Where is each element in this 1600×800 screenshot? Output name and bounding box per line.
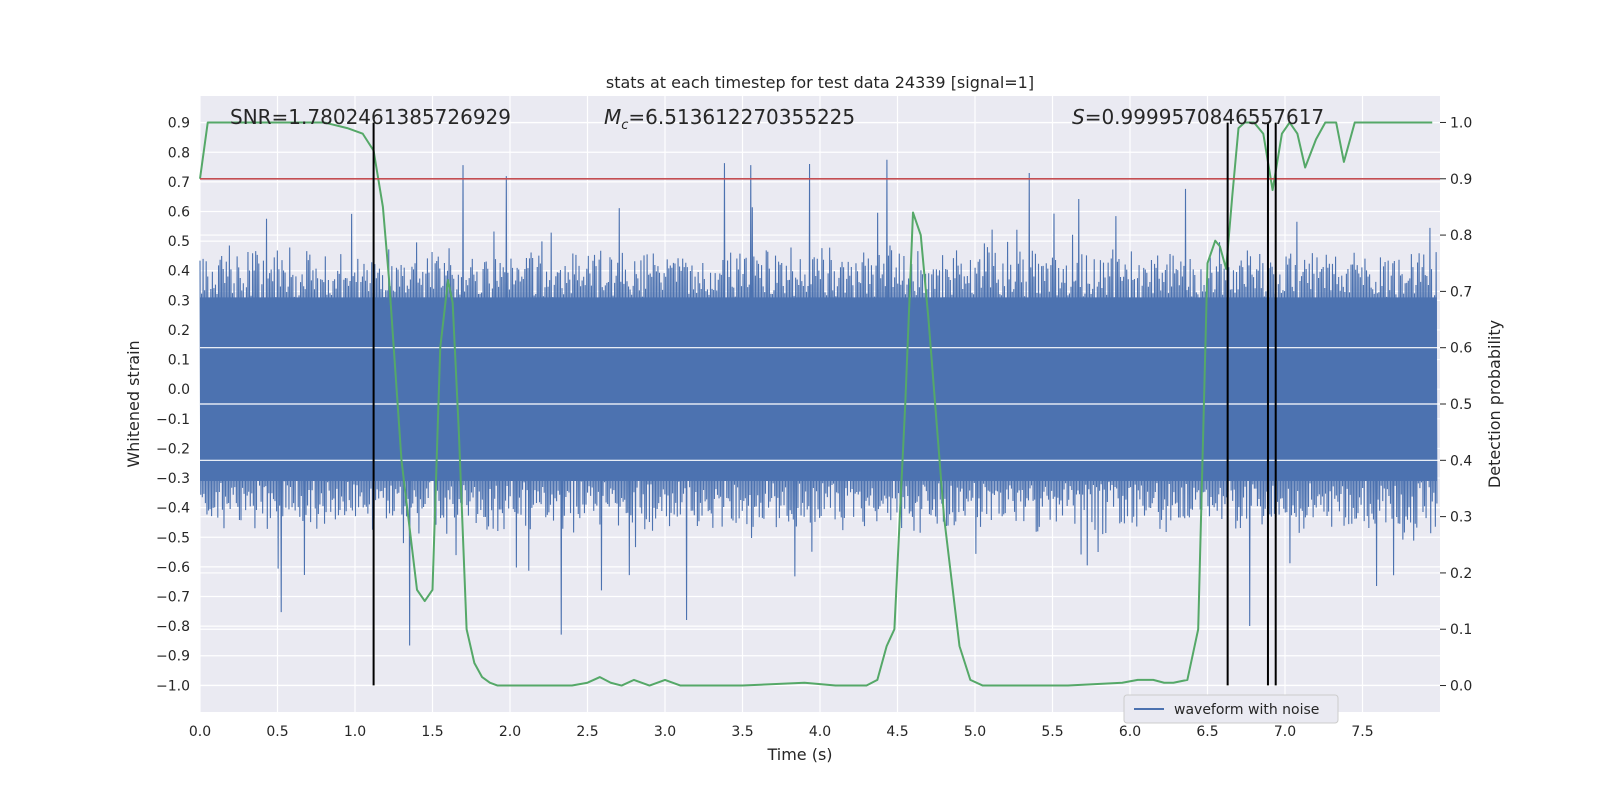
y-tick-label-right: 0.1 (1450, 622, 1472, 638)
x-tick-label: 5.5 (1041, 724, 1063, 740)
mc-symbol: M (604, 105, 621, 129)
x-tick-label: 4.5 (886, 724, 908, 740)
y-tick-label-left: 0.3 (168, 293, 190, 309)
mc-subscript: c (621, 118, 628, 133)
y-tick-label-left: −0.7 (156, 590, 190, 606)
x-tick-label: 6.0 (1119, 724, 1141, 740)
probability-series (199, 121, 1433, 687)
y-tick-label-right: 0.4 (1450, 453, 1472, 469)
y-tick-label-left: 0.0 (168, 382, 190, 398)
y-tick-label-left: −0.9 (156, 649, 190, 665)
legend-label: waveform with noise (1174, 702, 1319, 718)
y-tick-label-right: 0.5 (1450, 397, 1472, 413)
x-axis-title: Time (s) (766, 745, 832, 764)
x-tick-label: 3.5 (731, 724, 753, 740)
y-tick-label-right: 0.3 (1450, 510, 1472, 526)
x-tick-label: 2.0 (499, 724, 521, 740)
y-tick-label-left: −0.6 (156, 560, 190, 576)
axes: 0.0 0.5 1.0 1.5 2.0 2.5 3.0 3.5 4.0 4.5 5.0 5.5 6.0 6… (156, 115, 1472, 740)
y-tick-label-left: −0.2 (156, 441, 190, 457)
mc-annotation: Mc=6.513612270355225 (604, 105, 855, 133)
y-tick-label-left: −0.3 (156, 471, 190, 487)
y-tick-label-left: 0.8 (168, 145, 190, 161)
mc-value: =6.513612270355225 (628, 105, 855, 129)
x-tick-label: 7.5 (1351, 724, 1373, 740)
y-tick-label-right: 0.9 (1450, 172, 1472, 188)
x-tick-label: 4.0 (809, 724, 831, 740)
y-tick-label-left: −0.5 (156, 530, 190, 546)
y-tick-label-right: 0.8 (1450, 228, 1472, 244)
y-axis-title-right: Detection probability (1485, 320, 1504, 488)
waveform-series (199, 159, 1440, 646)
y-tick-label-right: 0.7 (1450, 284, 1472, 300)
y-tick-label-left: 0.9 (168, 116, 190, 132)
legend-frame (1123, 694, 1339, 724)
y-tick-label-right: 1.0 (1450, 115, 1472, 131)
y-tick-label-left: −1.0 (156, 678, 190, 694)
y-tick-label-left: −0.8 (156, 619, 190, 635)
s-annotation: S=0.9999570846557617 (1072, 105, 1324, 129)
x-tick-label: 1.5 (421, 724, 443, 740)
snr-annotation: SNR=1.7802461385726929 (230, 105, 511, 129)
s-value: =0.9999570846557617 (1085, 105, 1324, 129)
y-tick-label-left: −0.1 (156, 412, 190, 428)
y-tick-label-left: 0.6 (168, 205, 190, 221)
x-tick-label: 2.5 (576, 724, 598, 740)
y-tick-label-left: 0.5 (168, 234, 190, 250)
y-tick-label-left: −0.4 (156, 501, 190, 517)
x-tick-label: 3.0 (654, 724, 676, 740)
labels: stats at each timestep for test data 243… (124, 73, 1504, 764)
x-tick-label: 7.0 (1274, 724, 1296, 740)
x-tick-label: 5.0 (964, 724, 986, 740)
x-tick-label: 0.0 (189, 724, 211, 740)
y-axis-title-left: Whitened strain (124, 340, 143, 467)
probability-line (199, 121, 1433, 687)
x-tick-label: 6.5 (1196, 724, 1218, 740)
x-tick-label: 1.0 (344, 724, 366, 740)
reference-lines (200, 122, 1440, 686)
y-tick-label-right: 0.2 (1450, 566, 1472, 582)
y-tick-label-left: 0.2 (168, 323, 190, 339)
y-tick-label-right: 0.0 (1450, 679, 1472, 695)
chart-title: stats at each timestep for test data 243… (606, 73, 1034, 92)
waveform-core-band (200, 297, 1437, 481)
y-tick-label-left: 0.4 (168, 264, 190, 280)
s-symbol: S (1072, 105, 1085, 129)
x-tick-label: 0.5 (266, 724, 288, 740)
y-tick-label-right: 0.6 (1450, 341, 1472, 357)
y-tick-label-left: 0.7 (168, 175, 190, 191)
y-tick-label-left: 0.1 (168, 353, 190, 369)
legend: waveform with noise (1123, 694, 1339, 724)
